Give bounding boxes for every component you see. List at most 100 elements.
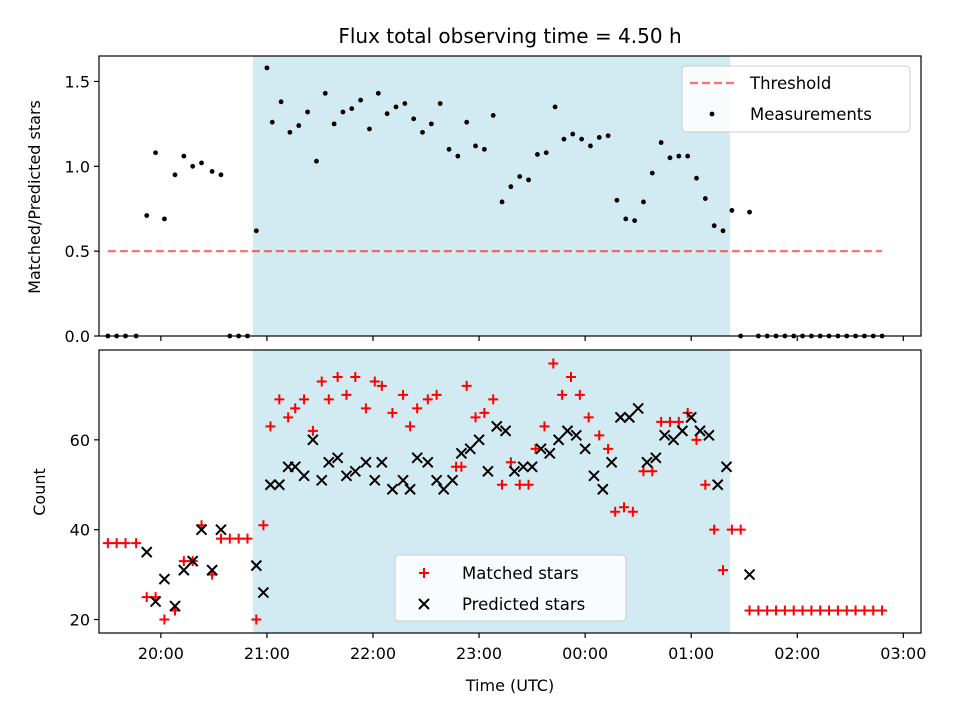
measurement-point	[508, 184, 514, 190]
matched-star-point	[735, 524, 746, 535]
predicted-star-point	[178, 564, 190, 576]
predicted-star-point	[195, 523, 208, 536]
matched-star-point	[753, 605, 764, 616]
predicted-star-point	[685, 411, 697, 424]
matched-star-point	[461, 380, 472, 391]
measurement-point	[711, 223, 717, 229]
matched-star-point	[627, 506, 638, 517]
matched-star-point	[788, 605, 799, 616]
axes-frame	[98, 55, 922, 337]
matched-star-point	[859, 605, 870, 616]
legend-predicted-swatch	[418, 598, 430, 610]
measurement-point	[264, 65, 270, 71]
matched-star-point	[251, 614, 262, 625]
predicted-star-point	[404, 483, 416, 495]
matched-star-point	[815, 605, 826, 616]
measurement-point	[218, 172, 224, 178]
bottom-panel: 20 40 60 20:00 21:00 22:00 23:00 00:00 01:00 02:0…	[70, 349, 926, 663]
matched-star-point	[762, 605, 773, 616]
y-tick-label: 1.5	[65, 72, 90, 91]
matched-star-point	[398, 389, 409, 400]
matched-star-point	[131, 538, 142, 549]
matched-star-point	[215, 533, 226, 544]
measurement-point	[384, 111, 390, 117]
x-tick-label: 01:00	[668, 644, 714, 663]
matched-star-point	[431, 389, 442, 400]
predicted-star-point	[422, 456, 434, 469]
predicted-star-point	[307, 434, 319, 446]
matched-star-point	[771, 605, 782, 616]
bottom-legend: Matched stars Predicted stars	[394, 554, 627, 622]
predicted-star-point	[411, 452, 423, 464]
measurement-point	[667, 155, 673, 161]
predicted-star-point	[206, 564, 218, 576]
predicted-star-point	[397, 474, 409, 486]
predicted-star-point	[369, 474, 381, 486]
matched-star-point	[539, 421, 550, 432]
matched-star-point	[479, 407, 490, 418]
predicted-star-point	[623, 411, 636, 424]
predicted-star-point	[588, 470, 600, 482]
measurement-point	[543, 150, 549, 156]
predicted-star-point	[455, 447, 468, 460]
measurement-point	[632, 218, 638, 224]
measurement-point	[172, 172, 178, 178]
predicted-star-point	[149, 595, 162, 608]
axes-frame	[98, 349, 922, 634]
measurement-point	[446, 146, 452, 152]
predicted-star-point	[446, 474, 459, 486]
matched-star-point	[307, 425, 318, 436]
measurement-point	[685, 153, 691, 159]
x-tick-label: 20:00	[138, 644, 184, 663]
predicted-star-point	[169, 600, 181, 612]
predicted-star-point	[676, 425, 689, 437]
matched-star-point	[299, 394, 310, 405]
predicted-star-point	[257, 586, 270, 599]
matched-star-point	[488, 394, 499, 405]
measurement-point	[437, 101, 443, 106]
matched-star-point	[405, 421, 416, 432]
matched-star-point	[376, 380, 387, 391]
matched-star-point	[111, 538, 122, 549]
matched-star-point	[594, 430, 605, 441]
measurement-point	[402, 101, 408, 106]
measurement-point	[641, 199, 646, 205]
matched-star-point	[290, 403, 301, 414]
matched-star-point	[350, 371, 361, 382]
measurement-point	[720, 228, 726, 234]
measurement-point	[552, 104, 558, 110]
matched-star-point	[360, 403, 371, 414]
predicted-star-point	[141, 546, 153, 558]
matched-star-point	[470, 412, 481, 423]
predicted-star-point	[579, 443, 591, 455]
predicted-star-point	[340, 470, 353, 482]
legend-box	[394, 554, 627, 622]
matched-star-point	[718, 565, 729, 576]
matched-star-point	[877, 605, 888, 616]
predicted-star-point	[667, 434, 680, 446]
measurement-point	[473, 143, 478, 149]
matched-star-point	[868, 605, 879, 616]
y-tick-label: 60	[70, 431, 90, 450]
predicted-star-point	[264, 479, 277, 491]
top-y-axis-label: Matched/Predicted stars	[25, 100, 44, 294]
predicted-star-point	[482, 465, 494, 477]
x-tick-label: 03:00	[880, 644, 926, 663]
predicted-star-point	[316, 474, 328, 486]
matched-star-point	[387, 407, 398, 418]
matched-star-point	[664, 416, 675, 427]
measurement-point	[729, 208, 735, 213]
measurement-point	[605, 133, 611, 139]
matched-star-point	[574, 389, 585, 400]
measurement-point	[181, 153, 187, 159]
predicted-star-point	[526, 461, 538, 473]
matched-star-point	[514, 479, 525, 490]
predicted-star-point	[605, 456, 618, 469]
predicted-star-point	[186, 555, 199, 567]
measurement-point	[278, 99, 284, 105]
matched-star-point	[610, 506, 621, 517]
measurement-point	[358, 97, 364, 103]
legend-threshold-label: Threshold	[749, 74, 831, 93]
predicted-star-point	[215, 523, 227, 536]
predicted-star-point	[535, 443, 547, 455]
